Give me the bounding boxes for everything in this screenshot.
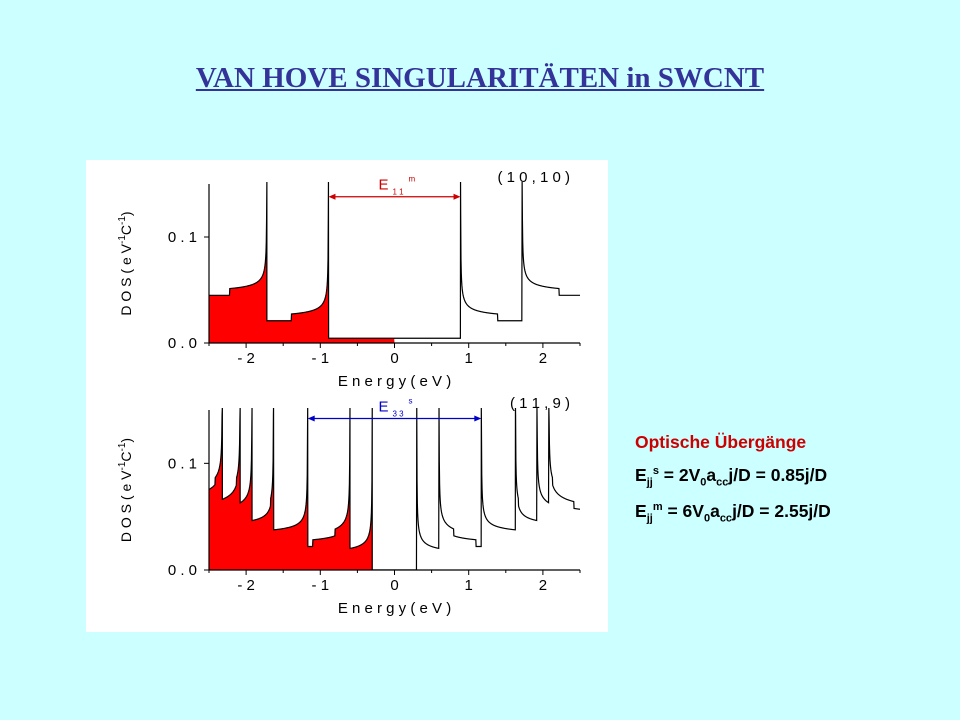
- x-tick-label-1-1: - 1: [312, 350, 330, 367]
- figure-panel: - 2 - 1 0 1 2 0 . 0 0 . 1 E n e r g y ( e V ) D …: [86, 160, 608, 632]
- transition-label-1: E: [379, 177, 389, 194]
- occupied-states-fill-2: [209, 408, 373, 570]
- optical-transitions-heading: Optische Übergänge: [635, 432, 807, 452]
- y-label-sup2: -1: [117, 216, 128, 225]
- dos-panel-2: - 2 - 1 0 1 2 0 . 0 0 . 1 E n e r g y ( e V ) D …: [117, 395, 581, 617]
- x-tick-label-1-2: 0: [390, 350, 398, 367]
- y-label-end: ): [118, 438, 134, 443]
- formula-m-sub0: 0: [703, 512, 711, 524]
- x-tick-label-2-3: 1: [465, 577, 473, 594]
- formula-s-subcc: cc: [716, 476, 729, 489]
- transition-arrow-head-left-1: [328, 193, 336, 200]
- formula-semiconducting: Ejjs = 2V0accj/D = 0.85j/D: [635, 465, 831, 489]
- formula-m-p2: a: [710, 500, 720, 521]
- x-tick-label-1-3: 1: [465, 350, 473, 367]
- y-label-sup2: -1: [117, 442, 128, 451]
- y-label-main: D O S ( e V: [118, 470, 134, 542]
- y-tick-label-1-0: 0 . 0: [168, 335, 197, 352]
- formula-m-p1: = 6V: [662, 500, 704, 521]
- x-tick-label-2-2: 0: [390, 577, 398, 594]
- y-tick-label-2-0: 0 . 0: [168, 562, 197, 579]
- side-notes: Optische Übergänge Ejjs = 2V0accj/D = 0.…: [635, 432, 831, 536]
- dos-figure: - 2 - 1 0 1 2 0 . 0 0 . 1 E n e r g y ( e V ) D …: [117, 169, 581, 617]
- formula-metallic: Ejjm = 6V0accj/D = 2.55j/D: [635, 501, 831, 525]
- dos-curve-1: [209, 182, 580, 339]
- dos-curve-2: [209, 408, 580, 570]
- transition-arrow-head-left-2: [307, 415, 315, 422]
- formula-s-p2: a: [706, 465, 717, 485]
- transition-label-sub-2: 3 3: [393, 410, 405, 419]
- formula-m-e: E: [635, 500, 647, 521]
- x-tick-label-2-0: - 2: [237, 577, 255, 594]
- formula-s-p1: = 2V: [658, 465, 701, 485]
- slide-title: VAN HOVE SINGULARITÄTEN in SWCNT: [195, 62, 765, 94]
- formula-m-subcc: cc: [719, 512, 733, 524]
- transition-label-2: E: [379, 399, 389, 416]
- chirality-label-1: ( 1 0 , 1 0 ): [497, 169, 570, 186]
- y-label-sup1: -1: [117, 461, 128, 470]
- y-label-mid: C: [118, 451, 134, 461]
- formula-s-sup: s: [652, 465, 659, 478]
- y-label-main: D O S ( e V: [118, 243, 134, 315]
- transition-label-sub-1: 1 1: [393, 188, 405, 197]
- y-axis-label-2: D O S ( e V-1C-1): [117, 438, 134, 542]
- x-tick-label-1-0: - 2: [237, 350, 255, 367]
- chirality-label-2: ( 1 1 , 9 ): [510, 395, 570, 412]
- y-label-mid: C: [118, 225, 134, 235]
- formula-m-sup: m: [652, 500, 663, 513]
- formula-s-sub0: 0: [700, 476, 707, 489]
- y-axis-label-1: D O S ( e V-1C-1): [117, 211, 134, 315]
- x-tick-label-2-4: 2: [539, 577, 547, 594]
- occupied-states-fill-1: [209, 182, 395, 343]
- dos-panel-1: - 2 - 1 0 1 2 0 . 0 0 . 1 E n e r g y ( e V ) D …: [117, 169, 581, 390]
- transition-arrow-head-right-2: [474, 415, 482, 422]
- formula-m-p3: j/D = 2.55j/D: [732, 500, 831, 521]
- x-axis-label-2: E n e r g y ( e V ): [338, 600, 451, 617]
- formula-s-e: E: [635, 465, 647, 485]
- formula-s-p3: j/D = 0.85j/D: [728, 465, 828, 485]
- x-axis-label-1: E n e r g y ( e V ): [338, 373, 451, 390]
- x-tick-label-1-4: 2: [539, 350, 547, 367]
- y-label-sup1: -1: [117, 235, 128, 244]
- transition-label-sup-1: m: [409, 175, 416, 184]
- transition-arrow-head-right-1: [453, 193, 461, 200]
- y-tick-label-2-1: 0 . 1: [168, 455, 197, 472]
- y-tick-label-1-1: 0 . 1: [168, 229, 197, 246]
- y-label-end: ): [118, 211, 134, 216]
- formula-m-sub: jj: [646, 512, 653, 524]
- formula-s-sub: jj: [646, 476, 653, 489]
- x-tick-label-2-1: - 1: [312, 577, 330, 594]
- transition-label-sup-2: s: [409, 397, 413, 406]
